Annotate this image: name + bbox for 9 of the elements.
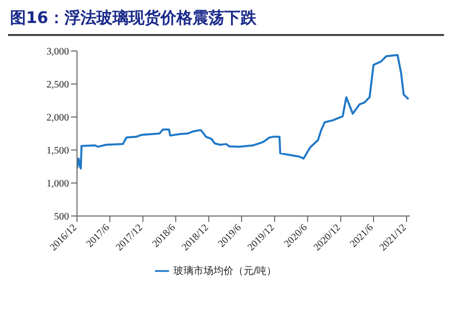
y-tick-label: 2,500 <box>46 80 69 91</box>
y-tick-label: 500 <box>54 212 69 223</box>
y-tick-label: 2,000 <box>46 112 69 124</box>
y-tick-label: 1,000 <box>46 178 69 190</box>
y-tick-label: 3,000 <box>46 46 69 58</box>
chart-title: 图16：浮法玻璃现货价格震荡下跌 <box>10 8 256 29</box>
line-series <box>77 54 410 170</box>
y-tick-label: 1,500 <box>46 146 69 157</box>
legend-label: 玻璃市场均价（元/吨） <box>173 266 277 277</box>
